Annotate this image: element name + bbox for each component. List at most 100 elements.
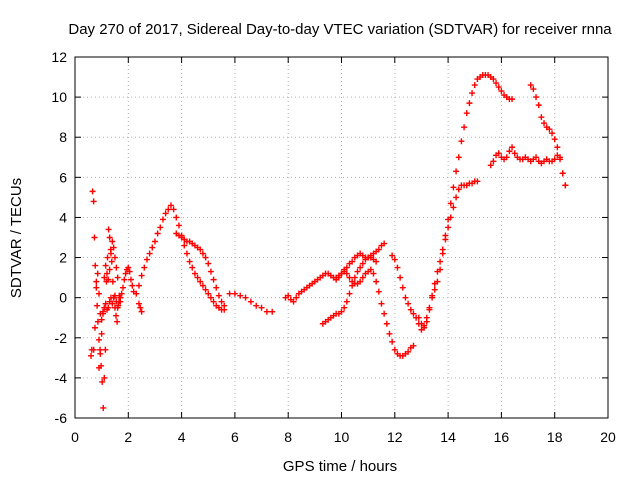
series-early-scatter-c bbox=[95, 238, 145, 371]
data-point bbox=[170, 206, 177, 213]
data-point bbox=[450, 184, 457, 191]
data-point bbox=[133, 290, 140, 297]
data-point bbox=[146, 250, 153, 257]
data-point bbox=[189, 264, 196, 271]
data-point bbox=[91, 234, 98, 241]
data-point bbox=[495, 84, 502, 91]
data-point bbox=[129, 282, 136, 289]
data-point bbox=[285, 292, 292, 299]
data-point bbox=[351, 274, 358, 281]
data-point bbox=[487, 162, 494, 169]
data-point bbox=[450, 204, 457, 211]
data-point bbox=[546, 126, 553, 133]
data-point bbox=[527, 82, 534, 89]
data-point bbox=[108, 258, 115, 265]
data-point bbox=[495, 150, 502, 157]
data-point bbox=[429, 294, 436, 301]
data-point bbox=[199, 282, 206, 289]
data-point bbox=[474, 178, 481, 185]
x-tick-label: 14 bbox=[440, 429, 456, 445]
data-point bbox=[354, 268, 361, 275]
data-point bbox=[109, 300, 116, 307]
data-point bbox=[107, 250, 114, 257]
data-point bbox=[101, 274, 108, 281]
data-point bbox=[375, 288, 382, 295]
data-point bbox=[405, 300, 412, 307]
data-point bbox=[138, 308, 145, 315]
x-tick-label: 4 bbox=[178, 429, 186, 445]
data-point bbox=[127, 276, 134, 283]
data-point bbox=[110, 244, 117, 251]
series-dip-12 bbox=[333, 266, 417, 359]
data-point bbox=[231, 290, 238, 297]
data-point bbox=[373, 278, 380, 285]
data-point bbox=[461, 124, 468, 131]
data-point bbox=[221, 302, 228, 309]
data-point bbox=[94, 270, 101, 277]
data-point bbox=[114, 318, 121, 325]
y-axis-label: SDTVAR / TECUs bbox=[8, 178, 25, 298]
data-point bbox=[431, 286, 438, 293]
data-point bbox=[386, 330, 393, 337]
data-point bbox=[94, 318, 101, 325]
data-point bbox=[135, 300, 142, 307]
data-point bbox=[141, 264, 148, 271]
data-point bbox=[90, 198, 97, 205]
data-point bbox=[562, 182, 569, 189]
chart-title: Day 270 of 2017, Sidereal Day-to-day VTE… bbox=[68, 21, 612, 38]
data-point bbox=[559, 170, 566, 177]
data-point bbox=[551, 156, 558, 163]
data-point bbox=[197, 278, 204, 285]
data-point bbox=[202, 286, 209, 293]
data-point bbox=[102, 346, 109, 353]
data-point bbox=[410, 342, 417, 349]
data-point bbox=[389, 338, 396, 345]
data-point bbox=[117, 294, 124, 301]
data-point bbox=[541, 120, 548, 127]
data-point bbox=[167, 202, 174, 209]
data-point bbox=[213, 284, 220, 291]
data-point bbox=[293, 294, 300, 301]
x-tick-label: 16 bbox=[494, 429, 510, 445]
data-point bbox=[202, 254, 209, 261]
data-point bbox=[466, 100, 473, 107]
data-point bbox=[503, 154, 510, 161]
data-point bbox=[92, 262, 99, 269]
data-point bbox=[137, 304, 144, 311]
data-point bbox=[106, 234, 113, 241]
data-point bbox=[105, 226, 112, 233]
data-point bbox=[469, 90, 476, 97]
data-point bbox=[437, 258, 444, 265]
data-point bbox=[175, 222, 182, 229]
x-tick-label: 20 bbox=[600, 429, 616, 445]
x-tick-label: 8 bbox=[284, 429, 292, 445]
data-point bbox=[341, 304, 348, 311]
series-mid-lower bbox=[319, 254, 380, 327]
data-point bbox=[210, 276, 217, 283]
data-point bbox=[113, 312, 120, 319]
y-tick-label: 8 bbox=[59, 129, 67, 145]
data-point bbox=[490, 76, 497, 83]
data-point bbox=[463, 110, 470, 117]
data-point bbox=[162, 210, 169, 217]
y-axis-ticks: -6 -4 -2 0 2 4 6 8 10 12 bbox=[51, 49, 608, 426]
data-point bbox=[399, 284, 406, 291]
data-point bbox=[218, 298, 225, 305]
data-point bbox=[159, 216, 166, 223]
data-point bbox=[149, 244, 156, 251]
data-point bbox=[535, 102, 542, 109]
data-point bbox=[89, 188, 96, 195]
data-point bbox=[338, 308, 345, 315]
x-axis-label: GPS time / hours bbox=[283, 458, 397, 475]
data-point bbox=[111, 292, 118, 299]
y-tick-label: 2 bbox=[59, 250, 67, 266]
data-point bbox=[511, 150, 518, 157]
data-point bbox=[106, 266, 113, 273]
y-tick-label: 4 bbox=[59, 209, 67, 225]
data-point bbox=[237, 292, 244, 299]
y-tick-label: -4 bbox=[55, 370, 68, 386]
data-point bbox=[498, 88, 505, 95]
data-point bbox=[471, 82, 478, 89]
data-point bbox=[125, 264, 132, 271]
